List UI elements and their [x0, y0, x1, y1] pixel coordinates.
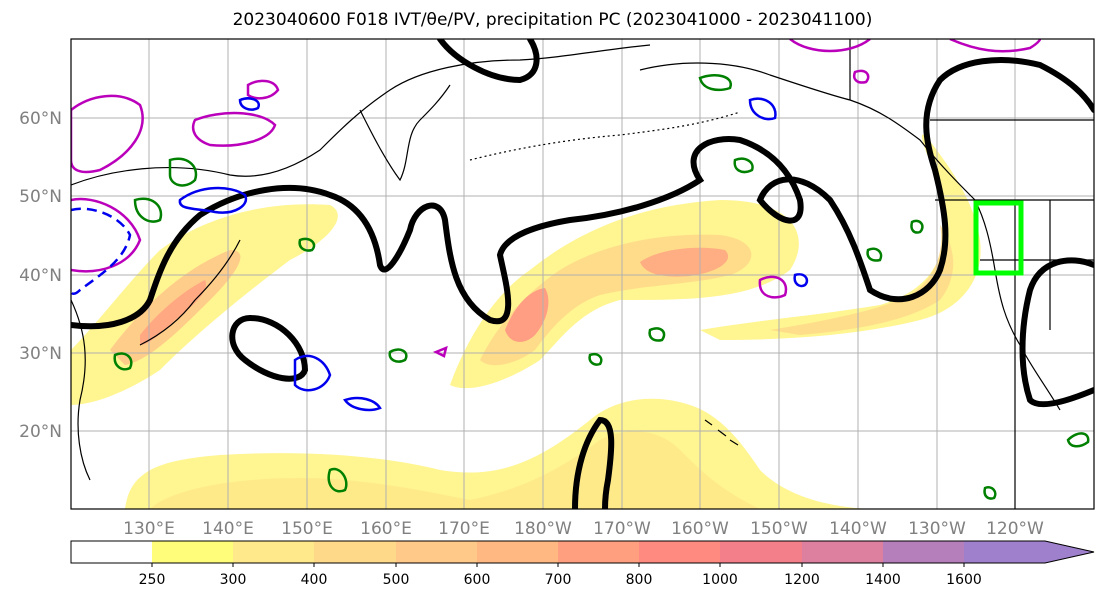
lat-label-30: 30°N [19, 344, 62, 364]
ivt-contours [71, 39, 1094, 509]
ivt-contour-east [1019, 257, 1094, 408]
precip-contour-13 [866, 247, 883, 262]
colorbar-segment-0 [71, 541, 152, 563]
pv-contour-small [853, 69, 870, 84]
colorbar-tick-1200: 1200 [784, 572, 820, 588]
lon-label-130w: 130°W [908, 519, 966, 539]
precip-contours [113, 74, 1090, 500]
colorbar: 250 300 400 500 600 700 800 1000 1200 14… [70, 540, 1095, 588]
lon-label-160e: 160°E [360, 519, 412, 539]
colorbar-segment-3 [314, 541, 396, 563]
map-panel [70, 38, 1095, 510]
longitude-labels: 130°E 140°E 150°E 160°E 170°E 180°W 170°… [123, 519, 1044, 539]
lon-label-150w: 150°W [750, 519, 808, 539]
latitude-labels: 60°N 50°N 40°N 30°N 20°N [19, 109, 62, 442]
precip-contour-9 [910, 219, 924, 234]
colorbar-segment-7 [639, 541, 720, 563]
lat-label-50: 50°N [19, 187, 62, 207]
colorbar-tick-1400: 1400 [865, 572, 901, 588]
coast-alaska [639, 62, 1061, 411]
coast-japan [139, 239, 241, 346]
colorbar-tick-500: 500 [383, 572, 410, 588]
colorbar-tick-800: 800 [626, 572, 653, 588]
colorbar-tick-300: 300 [220, 572, 247, 588]
coast-hawaii [704, 419, 739, 446]
theta-e-contours [71, 97, 809, 412]
precip-contour-5 [698, 74, 732, 92]
colorbar-segment-9 [802, 541, 883, 563]
pv-contour-ne-b [949, 39, 1042, 53]
lon-label-180w: 180°W [514, 519, 572, 539]
colorbar-tick-400: 400 [301, 572, 328, 588]
pv-contour-west-loop [71, 197, 142, 273]
colorbar-tick-600: 600 [464, 572, 491, 588]
precip-contour-1 [168, 157, 198, 187]
lon-label-140e: 140°E [202, 519, 254, 539]
lon-label-150e: 150°E [281, 519, 333, 539]
ivt-shading [71, 134, 981, 509]
colorbar-segment-6 [558, 541, 639, 563]
us-borders [935, 199, 1094, 509]
colorbar-segment-1 [152, 541, 233, 563]
lon-label-170e: 170°E [438, 519, 490, 539]
precip-contour-2 [298, 237, 316, 252]
precip-contour-4 [388, 348, 408, 363]
ivt-contour-north [437, 39, 540, 84]
theta-contour-d [238, 97, 261, 111]
theta-contour-c [343, 396, 382, 412]
ivt-band-central-peak-a [505, 288, 549, 342]
precip-contour-11 [133, 197, 163, 223]
ivt-contour-tropical-spike [572, 416, 615, 509]
colorbar-segment-4 [396, 541, 477, 563]
precip-contour-10 [648, 327, 666, 342]
precip-contour-14 [983, 486, 997, 500]
map-frame [70, 38, 1095, 510]
colorbar-extend-arrow [1045, 541, 1094, 563]
pv-contour-top [246, 79, 280, 100]
coast-kamchatka [359, 84, 451, 182]
colorbar-tick-700: 700 [545, 572, 572, 588]
ivt-band-east-core [770, 225, 954, 335]
pv-contour-pac-east [758, 275, 788, 299]
lon-label-130e: 130°E [123, 519, 175, 539]
theta-contour-b [293, 354, 332, 392]
precip-contour-12 [588, 353, 603, 366]
lat-label-20: 20°N [19, 422, 62, 442]
ivt-band-central-peak-b [640, 247, 729, 277]
colorbar-outline [70, 540, 1095, 564]
highlight-box [973, 200, 1024, 276]
precip-contour-7 [327, 467, 348, 493]
theta-contour-a [178, 186, 248, 214]
colorbar-segment-11 [964, 541, 1045, 563]
lon-label-170w: 170°W [593, 519, 651, 539]
theta-contour-e [748, 97, 777, 121]
pv-contour-ne-a [789, 39, 871, 53]
precip-contour-6 [733, 157, 754, 174]
pv-contour-okhotsk [191, 111, 277, 147]
colorbar-tick-1000: 1000 [702, 572, 738, 588]
pv-contours [71, 39, 1042, 358]
ivt-contour-main [71, 57, 1094, 330]
pv-contour-nw [71, 94, 144, 174]
colorbar-segment-2 [233, 541, 314, 563]
lat-label-40: 40°N [19, 266, 62, 286]
theta-contour-dashed [71, 207, 132, 295]
page-title: 2023040600 F018 IVT/θe/PV, precipitation… [232, 10, 873, 30]
ivt-contour-loop-west [229, 314, 309, 382]
theta-contour-f [793, 273, 809, 288]
lon-label-140w: 140°W [829, 519, 887, 539]
lat-label-60: 60°N [19, 109, 62, 129]
precip-contour-8 [1066, 432, 1090, 448]
colorbar-tick-250: 250 [139, 572, 166, 588]
precip-contour-3 [113, 352, 133, 371]
lon-label-120w: 120°W [986, 519, 1044, 539]
ivt-band-west-peak [140, 280, 206, 345]
colorbar-segment-8 [720, 541, 802, 563]
colorbar-segment-5 [477, 541, 558, 563]
colorbar-segment-10 [883, 541, 964, 563]
lon-label-160w: 160°W [671, 519, 729, 539]
colorbar-tick-1600: 1600 [946, 572, 982, 588]
pv-contour-dot [432, 345, 448, 358]
